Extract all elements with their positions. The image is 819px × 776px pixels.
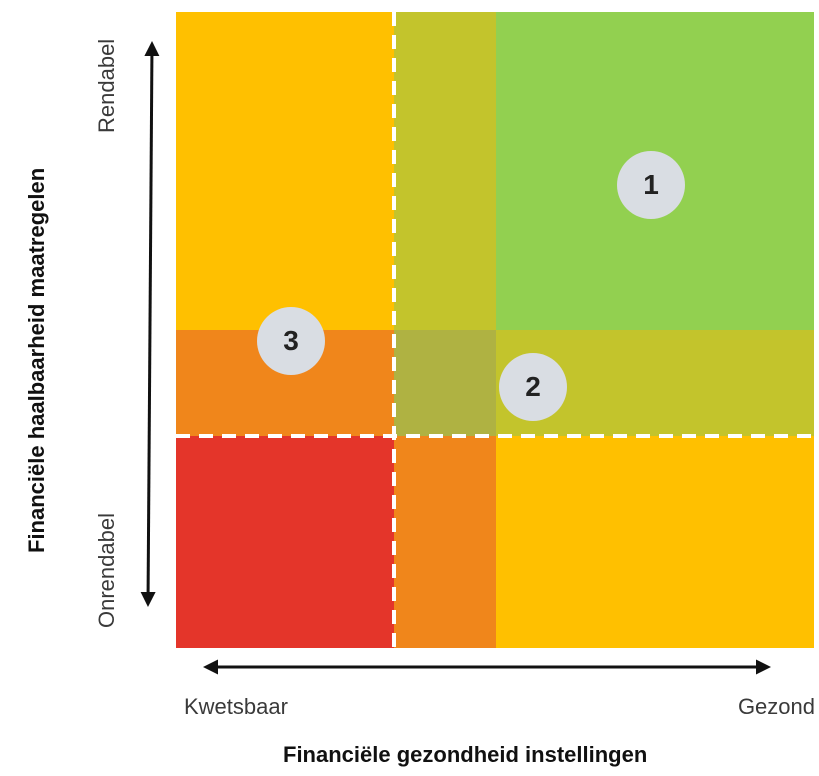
- x-low-label: Kwetsbaar: [184, 694, 288, 719]
- zone-bottom-middle: [394, 436, 496, 648]
- zone-band-middle: [394, 330, 496, 436]
- y-axis-arrow: [140, 41, 160, 607]
- y-high-label: Rendabel: [94, 38, 119, 133]
- y-axis-title: Financiële haalbaarheid maatregelen: [24, 167, 49, 553]
- zone-bottom-right: [496, 436, 814, 648]
- badge-1: 1: [617, 151, 685, 219]
- badge-3: 3: [257, 307, 325, 375]
- y-low-label: Onrendabel: [94, 513, 119, 628]
- zone-top-left: [176, 12, 394, 330]
- zone-top-middle: [394, 12, 496, 330]
- zone-bottom-left: [176, 436, 394, 648]
- badge-2: 2: [499, 353, 567, 421]
- x-high-label: Gezond: [737, 694, 815, 719]
- x-axis-title: Financiële gezondheid instellingen: [283, 742, 648, 767]
